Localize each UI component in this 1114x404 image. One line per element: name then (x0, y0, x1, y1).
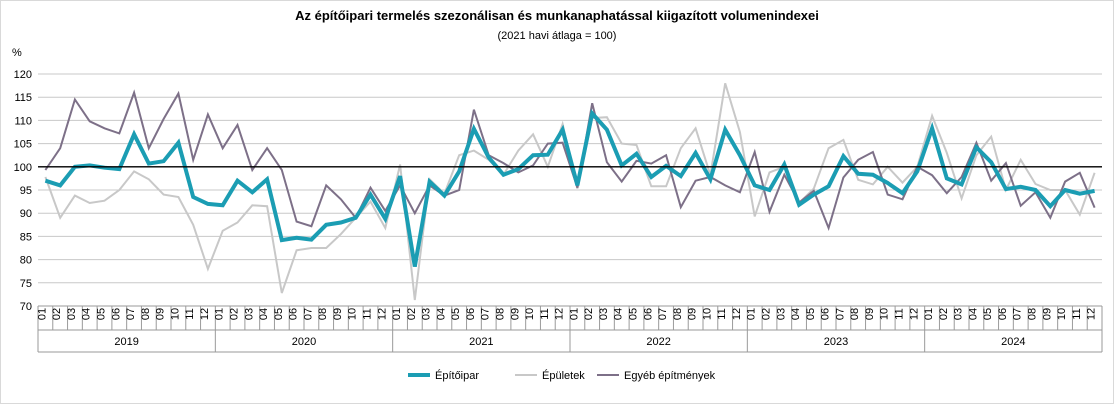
x-tick-label-month: 02 (583, 308, 595, 320)
x-tick-label-month: 04 (435, 308, 447, 320)
x-tick-label-month: 12 (376, 308, 388, 320)
y-tick-label: 85 (20, 231, 32, 243)
x-tick-label-month: 03 (598, 308, 610, 320)
x-tick-label-month: 12 (554, 308, 566, 320)
y-axis-unit: % (12, 47, 22, 59)
x-tick-label-month: 05 (273, 308, 285, 320)
x-tick-label-month: 11 (716, 308, 728, 319)
x-tick-label-month: 06 (465, 308, 477, 320)
x-tick-label-month: 10 (347, 308, 359, 320)
x-tick-label-month: 03 (953, 308, 965, 320)
x-tick-label-month: 07 (302, 308, 314, 320)
x-tick-label-month: 07 (834, 308, 846, 320)
legend-label: Egyéb építmények (624, 370, 716, 382)
legend-label: Építőipar (435, 369, 479, 382)
y-tick-label: 105 (14, 139, 32, 151)
x-tick-label-month: 03 (243, 308, 255, 320)
x-tick-label-month: 02 (938, 308, 950, 320)
x-tick-label-year: 2021 (469, 336, 493, 348)
x-tick-label-month: 06 (820, 308, 832, 320)
y-tick-label: 90 (20, 208, 32, 220)
x-tick-label-month: 01 (391, 308, 403, 320)
x-tick-label-month: 07 (1012, 308, 1024, 320)
x-tick-label-month: 01 (568, 308, 580, 320)
x-tick-label-year: 2022 (646, 336, 670, 348)
x-tick-label-month: 10 (524, 308, 536, 320)
x-tick-label-month: 01 (214, 308, 226, 320)
x-tick-label-month: 02 (761, 308, 773, 320)
x-tick-label-month: 07 (657, 308, 669, 320)
y-tick-label: 120 (14, 69, 32, 81)
x-tick-label-month: 04 (790, 308, 802, 320)
chart-title: Az építőipari termelés szezonálisan és m… (295, 8, 819, 23)
y-tick-label: 75 (20, 278, 32, 290)
x-tick-label-month: 03 (421, 308, 433, 320)
x-tick-label-month: 09 (332, 308, 344, 320)
x-tick-label-month: 09 (509, 308, 521, 320)
x-tick-label-month: 05 (450, 308, 462, 320)
x-tick-label-month: 11 (184, 308, 196, 319)
x-tick-label-month: 12 (908, 308, 920, 320)
x-tick-label-month: 01 (746, 308, 758, 320)
x-tick-label-month: 08 (849, 308, 861, 320)
x-tick-label-month: 12 (199, 308, 211, 320)
y-tick-label: 110 (14, 115, 32, 127)
x-tick-label-month: 02 (229, 308, 241, 320)
x-tick-label-month: 11 (539, 308, 551, 319)
x-tick-label-month: 08 (495, 308, 507, 320)
y-tick-label: 70 (20, 301, 32, 313)
x-tick-label-month: 03 (775, 308, 787, 320)
x-tick-label-month: 04 (81, 308, 93, 320)
x-tick-label-month: 06 (110, 308, 122, 320)
x-tick-label-month: 12 (731, 308, 743, 320)
y-tick-label: 115 (14, 92, 32, 104)
x-tick-label-month: 05 (96, 308, 108, 320)
x-tick-label-month: 08 (317, 308, 329, 320)
x-tick-label-month: 01 (923, 308, 935, 320)
x-tick-label-year: 2024 (1001, 336, 1025, 348)
series-line-Épületek (44, 83, 1096, 301)
x-tick-label-month: 01 (36, 308, 48, 320)
x-tick-label-month: 12 (1086, 308, 1098, 320)
x-tick-label-month: 10 (1056, 308, 1068, 320)
x-tick-label-month: 02 (406, 308, 418, 320)
x-tick-label-month: 05 (982, 308, 994, 320)
x-tick-label-month: 06 (642, 308, 654, 320)
x-tick-label-month: 07 (480, 308, 492, 320)
x-tick-label-month: 11 (362, 308, 374, 319)
x-tick-label-month: 08 (140, 308, 152, 320)
x-tick-label-month: 10 (169, 308, 181, 320)
x-tick-label-month: 06 (997, 308, 1009, 320)
x-tick-label-month: 09 (864, 308, 876, 320)
x-tick-label-month: 07 (125, 308, 137, 320)
x-tick-label-month: 06 (288, 308, 300, 320)
y-tick-label: 80 (20, 255, 32, 267)
x-tick-label-month: 10 (879, 308, 891, 320)
x-tick-label-month: 05 (628, 308, 640, 320)
x-tick-label-month: 10 (701, 308, 713, 320)
x-tick-label-month: 03 (66, 308, 78, 320)
y-tick-label: 95 (20, 185, 32, 197)
y-tick-label: 100 (14, 162, 32, 174)
x-tick-label-year: 2020 (292, 336, 316, 348)
x-tick-label-month: 04 (613, 308, 625, 320)
x-tick-label-month: 08 (672, 308, 684, 320)
x-tick-label-month: 02 (51, 308, 63, 320)
series-line-Építőipar (44, 109, 1095, 267)
legend-label: Épületek (542, 369, 585, 382)
x-tick-label-month: 09 (687, 308, 699, 320)
x-tick-label-month: 11 (1071, 308, 1083, 319)
x-tick-label-month: 09 (155, 308, 167, 320)
chart-subtitle: (2021 havi átlaga = 100) (497, 30, 617, 42)
x-tick-label-year: 2019 (114, 336, 138, 348)
x-tick-label-month: 04 (258, 308, 270, 320)
x-tick-label-month: 11 (894, 308, 906, 319)
x-tick-label-month: 08 (1027, 308, 1039, 320)
x-tick-label-month: 04 (967, 308, 979, 320)
x-tick-label-year: 2023 (824, 336, 848, 348)
x-tick-label-month: 05 (805, 308, 817, 320)
x-tick-label-month: 09 (1041, 308, 1053, 320)
